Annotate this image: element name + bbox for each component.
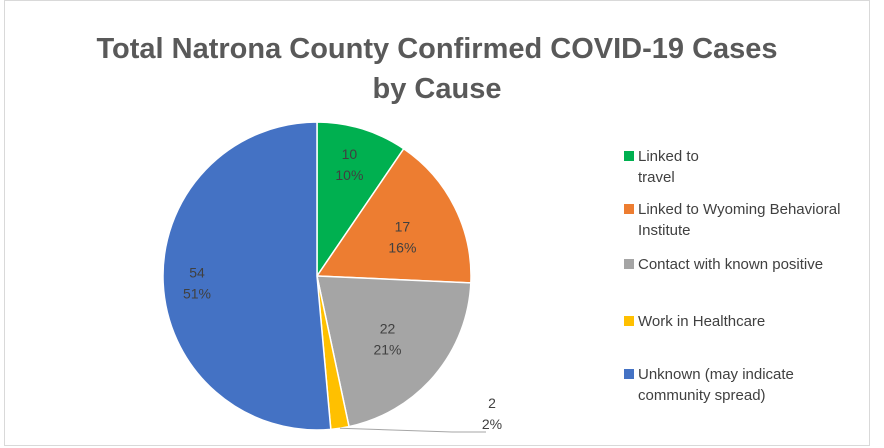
pie-slice-contact [316,275,472,428]
legend-label-wbi-2: Institute [638,222,691,239]
data-label-percent-contact: 21% [373,342,401,358]
pie-slice-unknown [162,121,332,431]
data-label-value-healthcare: 2 [488,395,496,411]
data-label-percent-travel: 10% [335,167,363,183]
legend-item-contact: Contact with known positive [624,254,848,275]
data-label-percent-healthcare: 2% [482,416,502,432]
legend-label-unknown-2: community spread) [638,387,766,404]
legend-label-travel-1: Linked to [638,148,699,165]
pie-slice-wbi [315,147,472,284]
legend-swatch-wbi [624,204,634,214]
legend-swatch-unknown [624,369,634,379]
legend-label-healthcare: Work in Healthcare [638,313,766,330]
data-label-value-wbi: 17 [395,218,411,234]
leader-line-healthcare [339,427,486,433]
data-label-value-unknown: 54 [189,264,205,280]
legend-item-unknown: Unknown (may indicate community spread) [624,364,848,406]
legend-label-wbi-1: Linked to Wyoming Behavioral [638,201,841,218]
data-label-percent-wbi: 16% [388,239,416,255]
legend-item-wbi: Linked to Wyoming Behavioral Institute [624,199,848,241]
chart-title-line-1: Total Natrona County Confirmed COVID-19 … [96,33,778,65]
data-label-value-contact: 22 [380,321,396,337]
chart-title: Total Natrona County Confirmed COVID-19 … [5,29,869,109]
legend-label-contact: Contact with known positive [638,256,824,273]
legend-swatch-travel [624,151,634,161]
legend-label-travel-2: travel [638,169,675,186]
data-label-percent-unknown: 51% [183,285,211,301]
legend-item-healthcare: Work in Healthcare [624,311,848,332]
legend-item-travel: Linked to travel [624,146,848,188]
legend-swatch-contact [624,259,634,269]
chart-title-line-2: by Cause [372,73,502,105]
data-label-value-travel: 10 [342,146,358,162]
pie-slice-travel [316,121,405,279]
legend-label-unknown-1: Unknown (may indicate [638,366,794,383]
legend-swatch-healthcare [624,316,634,326]
